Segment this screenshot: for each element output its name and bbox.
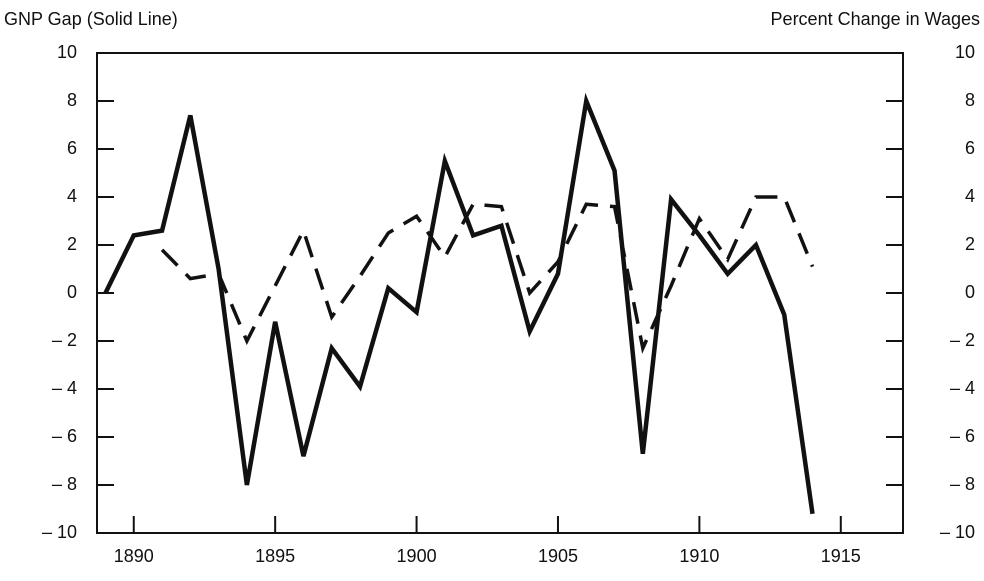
y-tick-label: 4 [67, 186, 77, 206]
y-tick-label: – 8 [52, 474, 77, 494]
y2-tick-label: – 8 [950, 474, 975, 494]
x-tick-label: 1900 [397, 546, 437, 566]
y-tick-label: 10 [57, 42, 77, 62]
line-series [160, 195, 815, 354]
y-tick-label: – 10 [42, 522, 77, 542]
y2-tick-label: 10 [955, 42, 975, 62]
y2-tick-label: – 6 [950, 426, 975, 446]
plot-frame [96, 52, 904, 534]
y2-tick-label: – 10 [940, 522, 975, 542]
y2-tick-label: – 4 [950, 378, 975, 398]
x-tick-label: 1910 [679, 546, 719, 566]
y2-tick-label: 4 [965, 186, 975, 206]
y2-tick-label: 0 [965, 282, 975, 302]
y-tick-label: – 2 [52, 330, 77, 350]
x-tick-label: 1890 [114, 546, 154, 566]
y2-tick-label: 8 [965, 90, 975, 110]
y-tick-label: – 6 [52, 426, 77, 446]
y-tick-label: 0 [67, 282, 77, 302]
y-tick-label: 8 [67, 90, 77, 110]
y2-axis-title: Percent Change in Wages [771, 9, 980, 29]
x-tick-label: 1915 [821, 546, 861, 566]
y-tick-label: – 4 [52, 378, 77, 398]
x-tick-label: 1895 [255, 546, 295, 566]
line-series [103, 92, 815, 515]
x-tick-label: 1905 [538, 546, 578, 566]
y-tick-label: 2 [67, 234, 77, 254]
y2-tick-label: 6 [965, 138, 975, 158]
y-tick-label: 6 [67, 138, 77, 158]
y-axis-title: GNP Gap (Solid Line) [4, 9, 178, 29]
y2-tick-label: – 2 [950, 330, 975, 350]
y2-tick-label: 2 [965, 234, 975, 254]
